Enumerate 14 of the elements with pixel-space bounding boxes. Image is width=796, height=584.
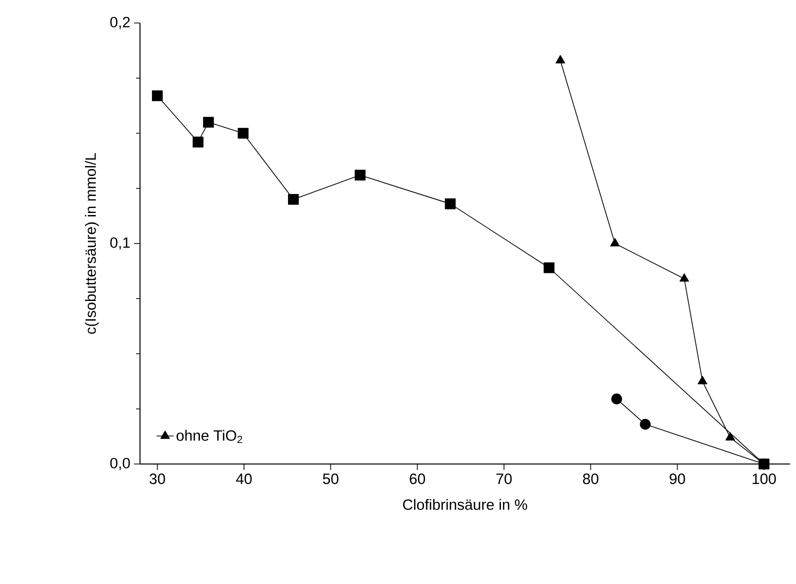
x-tick-label: 60	[410, 474, 426, 484]
x-axis-title: Clofibrinsäure in %	[403, 498, 528, 510]
x-tick-label: 100	[752, 474, 776, 484]
y-tick-label: 0,1	[110, 237, 130, 250]
x-tick-label: 30	[150, 474, 166, 484]
x-tick-label: 50	[322, 474, 338, 484]
x-tick-label: 40	[236, 474, 252, 484]
x-tick-label: 70	[496, 474, 512, 484]
y-tick-label: 0,0	[110, 458, 130, 470]
x-tick-label: 90	[670, 474, 686, 484]
legend-label: ohne TiO$_{2}$	[176, 430, 242, 444]
y-tick-label: 0,2	[110, 16, 130, 30]
y-axis-title: c(Isobuttersäure) in mmol/L	[84, 153, 99, 334]
x-tick-label: 80	[583, 474, 598, 484]
